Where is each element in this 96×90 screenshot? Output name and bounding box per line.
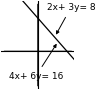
Text: 4x+ 6y= 16: 4x+ 6y= 16 <box>9 45 63 81</box>
Text: 2x+ 3y= 8: 2x+ 3y= 8 <box>47 3 95 34</box>
